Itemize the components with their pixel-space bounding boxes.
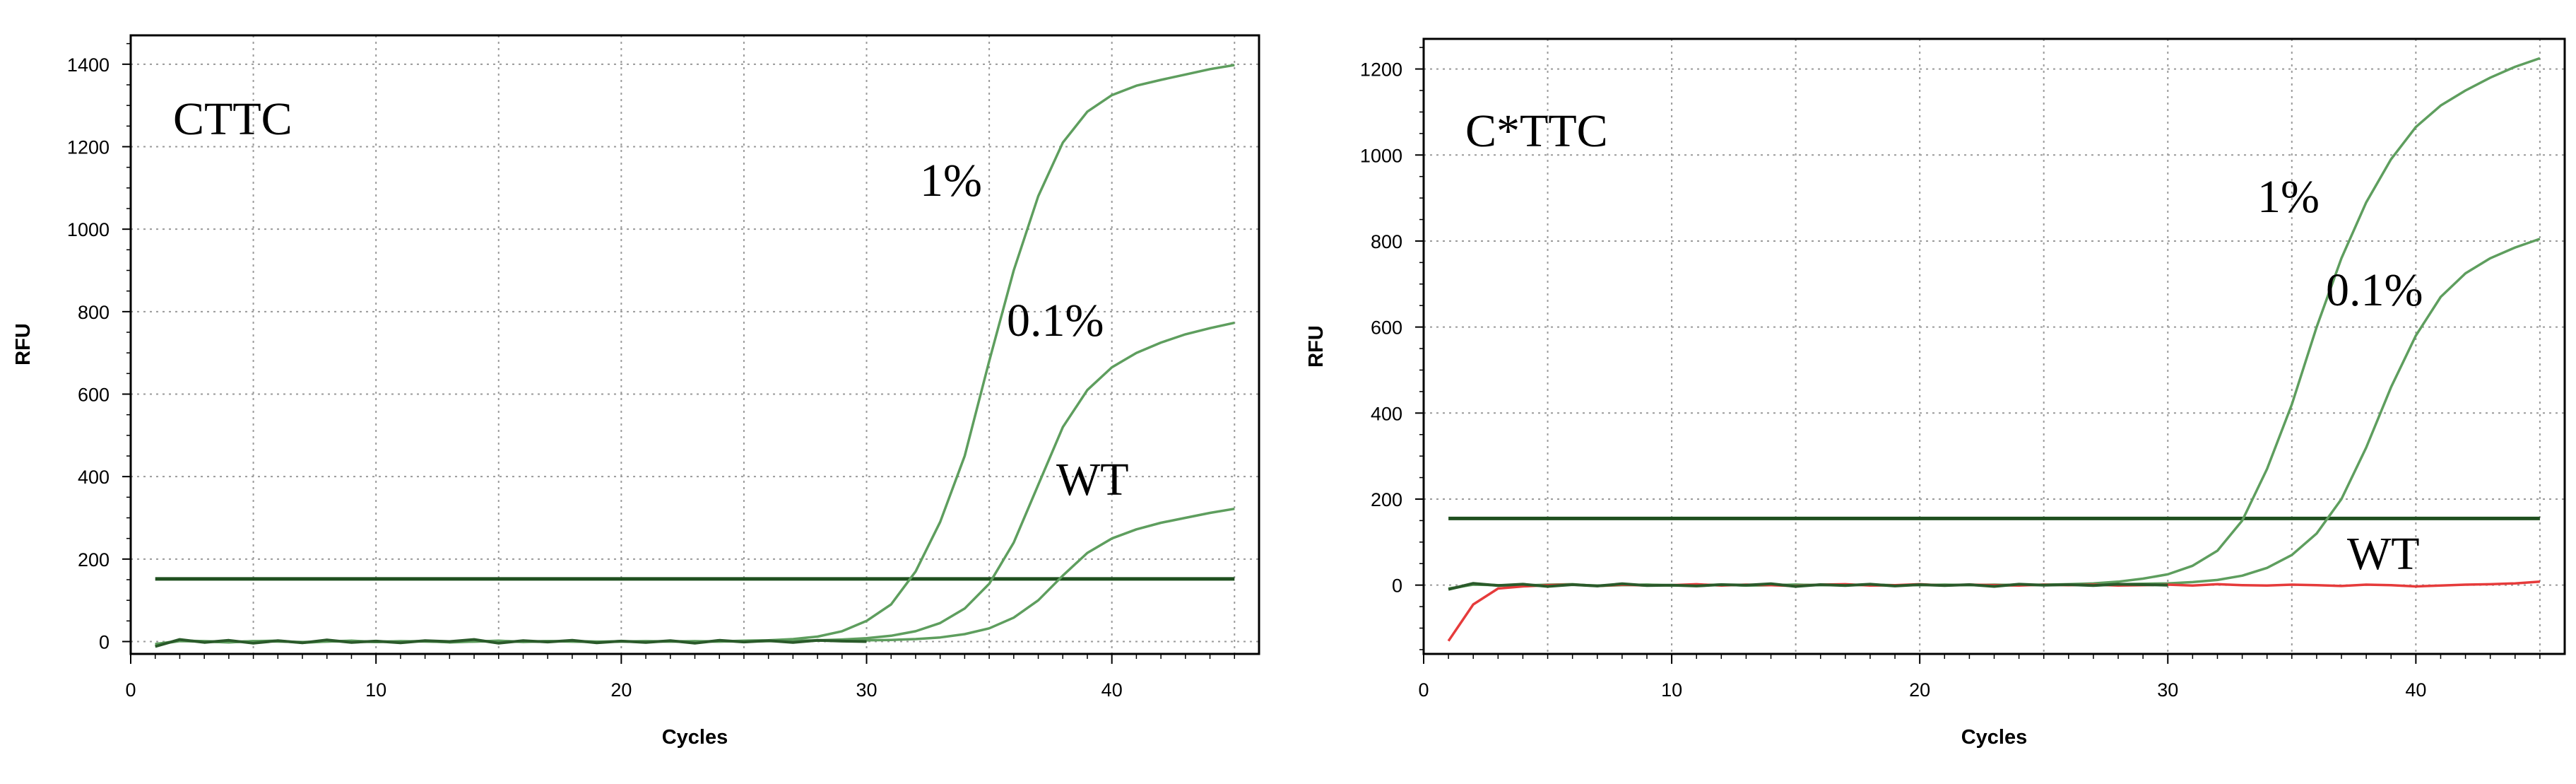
x-tick-label: 30 [2157, 679, 2178, 701]
series-line-1 [155, 64, 1235, 646]
series-line-wt [1447, 580, 2541, 642]
y-tick-label: 0 [99, 632, 110, 653]
annotation-0-1pct: 0.1% [2326, 264, 2423, 316]
grid-layer [131, 35, 1259, 654]
x-tick-label: 20 [1909, 679, 1930, 701]
x-tick-label: 30 [856, 679, 877, 701]
y-tick-label: 0 [1392, 575, 1402, 597]
axis-layer: 0 200 400 600 800 1000 1200 1400 0 10 20 30 40 Cycles… [12, 34, 1260, 749]
x-tick-label: 10 [1661, 679, 1682, 701]
y-tick-label: 1200 [67, 137, 110, 158]
y-tick-label: 200 [1371, 489, 1402, 510]
y-tick-label: 1000 [67, 219, 110, 240]
annotation-wt: WT [2347, 528, 2420, 580]
annotation-0-1pct: 0.1% [1007, 295, 1104, 346]
x-tick-label: 40 [2405, 679, 2426, 701]
y-tick-label: 1400 [67, 54, 110, 76]
chart-panel-cxttc: 0 200 400 600 800 1000 1200 0 10 20 30 40 Cycles RFU … [1293, 0, 2576, 784]
chart-svg-cttc: 0 200 400 600 800 1000 1200 1400 0 10 20 30 40 Cycles… [12, 34, 1260, 749]
y-tick-label: 600 [1371, 317, 1402, 339]
y-tick-label: 800 [78, 302, 110, 323]
grid-layer [1424, 39, 2565, 654]
x-tick-label: 10 [365, 679, 386, 701]
x-tick-label: 40 [1101, 679, 1123, 701]
series-line-1 [1448, 57, 2541, 591]
y-tick-label: 800 [1371, 231, 1402, 252]
axis-layer: 0 200 400 600 800 1000 1200 0 10 20 30 40 Cycles RFU [1305, 37, 2566, 749]
x-tick-label: 0 [125, 679, 136, 701]
y-tick-label: 600 [78, 385, 110, 406]
panel-title: C*TTC [1465, 105, 1608, 157]
series-layer [1447, 57, 2541, 642]
series-line-baseline [155, 638, 867, 648]
series-layer [155, 64, 1235, 648]
chart-panel-cttc: 0 200 400 600 800 1000 1200 1400 0 10 20 30 40 Cycles… [0, 0, 1272, 784]
y-axis-title: RFU [12, 323, 35, 365]
x-tick-label: 0 [1418, 679, 1429, 701]
series-line-baseline [1448, 582, 2168, 591]
y-tick-label: 400 [1371, 403, 1402, 424]
x-axis-title: Cycles [662, 726, 728, 749]
panel-title: CTTC [173, 93, 293, 145]
y-tick-label: 200 [78, 549, 110, 571]
y-tick-label: 1200 [1360, 59, 1402, 81]
annotation-wt: WT [1056, 454, 1129, 505]
x-tick-label: 20 [610, 679, 632, 701]
series-line-wt [155, 507, 1235, 646]
y-tick-label: 400 [78, 467, 110, 488]
y-axis-title: RFU [1305, 325, 1328, 368]
annotation-1pct: 1% [2257, 171, 2320, 223]
y-tick-label: 1000 [1360, 145, 1402, 166]
annotation-1pct: 1% [920, 155, 982, 206]
x-axis-title: Cycles [1961, 726, 2028, 749]
